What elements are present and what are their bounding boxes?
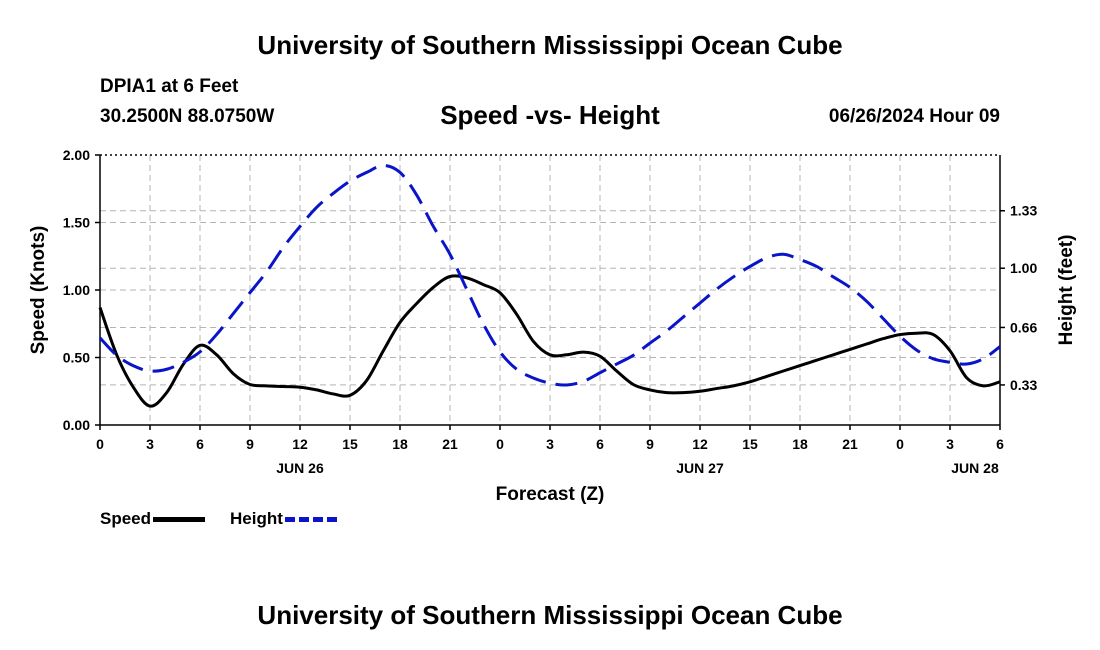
legend-item-height: Height — [230, 509, 337, 529]
day-label: JUN 28 — [951, 460, 999, 476]
forecast-date: 06/26/2024 Hour 09 — [828, 106, 1000, 127]
x-tick-label: 9 — [246, 436, 254, 452]
x-tick-label: 3 — [146, 436, 154, 452]
legend-swatch-height — [284, 516, 337, 522]
y2-tick-label: 1.33 — [1010, 203, 1037, 219]
chart-title: Speed -vs- Height — [440, 100, 660, 130]
x-tick-label: 0 — [96, 436, 104, 452]
x-tick-label: 3 — [546, 436, 554, 452]
x-tick-label: 3 — [946, 436, 954, 452]
legend-swatch-speed — [153, 516, 206, 522]
y-tick-label: 0.00 — [63, 417, 90, 433]
x-tick-label: 6 — [196, 436, 204, 452]
x-tick-label: 6 — [996, 436, 1004, 452]
x-tick-label: 12 — [292, 436, 308, 452]
y2-axis-label: Height (feet) — [1056, 235, 1077, 346]
x-tick-label: 21 — [842, 436, 858, 452]
station-name: DPIA1 at 6 Feet — [100, 76, 239, 97]
top-title: University of Southern Mississippi Ocean… — [257, 30, 843, 60]
day-label: JUN 26 — [276, 460, 324, 476]
legend-label-speed: Speed — [100, 509, 152, 528]
x-tick-label: 9 — [646, 436, 654, 452]
x-tick-label: 18 — [392, 436, 408, 452]
series-line-height — [98, 163, 1001, 387]
day-label: JUN 27 — [676, 460, 724, 476]
x-tick-label: 18 — [792, 436, 808, 452]
y-tick-label: 1.50 — [63, 215, 90, 231]
x-tick-label: 12 — [692, 436, 708, 452]
y2-tick-label: 0.66 — [1010, 319, 1037, 335]
x-tick-label: 21 — [442, 436, 458, 452]
x-tick-label: 15 — [342, 436, 358, 452]
x-axis-label: Forecast (Z) — [496, 484, 605, 505]
y2-tick-label: 0.33 — [1010, 377, 1037, 393]
x-tick-label: 15 — [742, 436, 758, 452]
legend-item-speed: Speed — [100, 509, 206, 529]
y-tick-label: 2.00 — [63, 147, 90, 163]
x-tick-label: 0 — [496, 436, 504, 452]
y-tick-label: 0.50 — [63, 350, 90, 366]
x-tick-label: 6 — [596, 436, 604, 452]
bottom-title: University of Southern Mississippi Ocean… — [257, 600, 843, 630]
station-coordinates: 30.2500N 88.0750W — [100, 106, 275, 127]
y-axis-label: Speed (Knots) — [28, 226, 49, 355]
series-line-speed — [98, 274, 1001, 408]
y-tick-label: 1.00 — [63, 282, 90, 298]
y2-tick-label: 1.00 — [1010, 260, 1037, 276]
legend-label-height: Height — [230, 509, 283, 528]
x-tick-label: 0 — [896, 436, 904, 452]
